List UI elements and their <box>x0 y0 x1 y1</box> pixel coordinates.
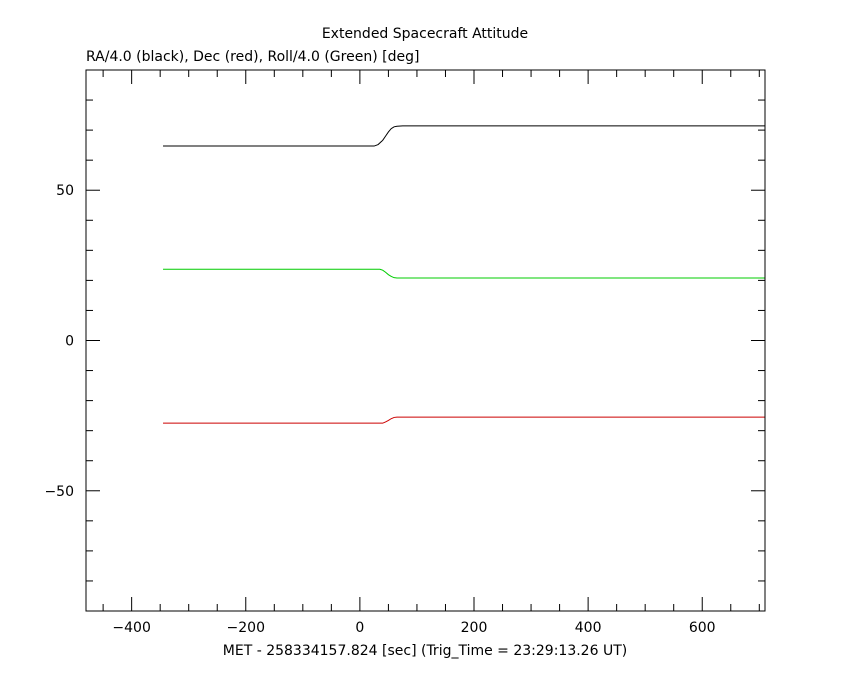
series-line-ra <box>163 125 765 147</box>
ticks-layer <box>86 69 765 612</box>
x-tick-label: −200 <box>227 620 265 636</box>
chart-title: Extended Spacecraft Attitude <box>322 26 528 42</box>
x-tick-label: 200 <box>461 620 488 636</box>
chart-subtitle: RA/4.0 (black), Dec (red), Roll/4.0 (Gre… <box>86 49 419 65</box>
tick-labels-layer: −400 −200 0 200 400 600 −50 0 50 <box>44 183 715 636</box>
y-tick-label: 0 <box>65 334 74 350</box>
x-tick-label: −400 <box>112 620 150 636</box>
series-line-roll <box>163 268 765 279</box>
y-tick-label: 50 <box>56 183 74 199</box>
y-tick-label: −50 <box>44 484 74 500</box>
x-tick-label: 600 <box>689 620 716 636</box>
series-layer <box>163 125 765 424</box>
x-tick-label: 400 <box>575 620 602 636</box>
series-line-dec <box>163 416 765 424</box>
x-tick-label: 0 <box>355 620 364 636</box>
plot-frame <box>85 69 766 612</box>
x-axis-label: MET - 258334157.824 [sec] (Trig_Time = 2… <box>223 643 627 659</box>
